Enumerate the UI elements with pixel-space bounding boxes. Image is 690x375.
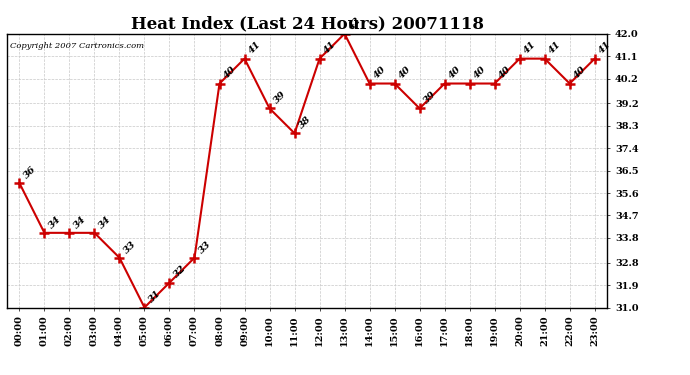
Text: 32: 32 <box>172 264 188 280</box>
Text: 40: 40 <box>447 65 463 81</box>
Text: 36: 36 <box>22 164 38 180</box>
Text: 41: 41 <box>598 40 613 56</box>
Text: 40: 40 <box>473 65 489 81</box>
Text: 33: 33 <box>122 239 138 255</box>
Text: 40: 40 <box>573 65 589 81</box>
Text: Copyright 2007 Cartronics.com: Copyright 2007 Cartronics.com <box>10 42 144 50</box>
Text: 41: 41 <box>522 40 538 56</box>
Text: 39: 39 <box>273 90 288 106</box>
Text: 34: 34 <box>47 214 63 230</box>
Text: 40: 40 <box>397 65 413 81</box>
Text: 38: 38 <box>297 115 313 130</box>
Text: 42: 42 <box>347 15 363 31</box>
Text: 33: 33 <box>197 239 213 255</box>
Text: 34: 34 <box>72 214 88 230</box>
Text: 40: 40 <box>222 65 238 81</box>
Text: 31: 31 <box>147 289 163 305</box>
Text: 40: 40 <box>497 65 513 81</box>
Text: 40: 40 <box>373 65 388 81</box>
Text: 41: 41 <box>322 40 338 56</box>
Text: 41: 41 <box>547 40 563 56</box>
Text: 34: 34 <box>97 214 113 230</box>
Text: 39: 39 <box>422 90 438 106</box>
Title: Heat Index (Last 24 Hours) 20071118: Heat Index (Last 24 Hours) 20071118 <box>130 15 484 32</box>
Text: 41: 41 <box>247 40 263 56</box>
